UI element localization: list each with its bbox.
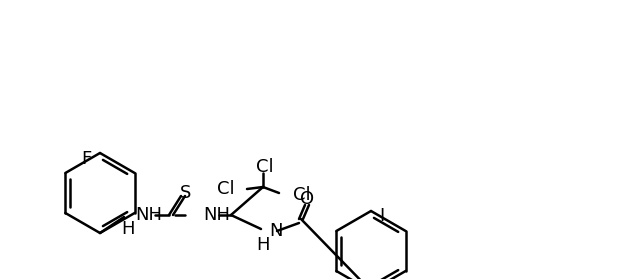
- Text: O: O: [300, 190, 314, 208]
- Text: H: H: [121, 220, 135, 238]
- Text: NH: NH: [203, 206, 230, 224]
- Text: Cl: Cl: [293, 186, 310, 204]
- Text: NH: NH: [135, 206, 162, 224]
- Text: S: S: [180, 184, 192, 202]
- Text: Cl: Cl: [218, 180, 235, 198]
- Text: N: N: [269, 222, 282, 240]
- Text: I: I: [379, 207, 384, 225]
- Text: Cl: Cl: [256, 158, 274, 176]
- Text: H: H: [256, 236, 269, 254]
- Text: F: F: [82, 150, 92, 168]
